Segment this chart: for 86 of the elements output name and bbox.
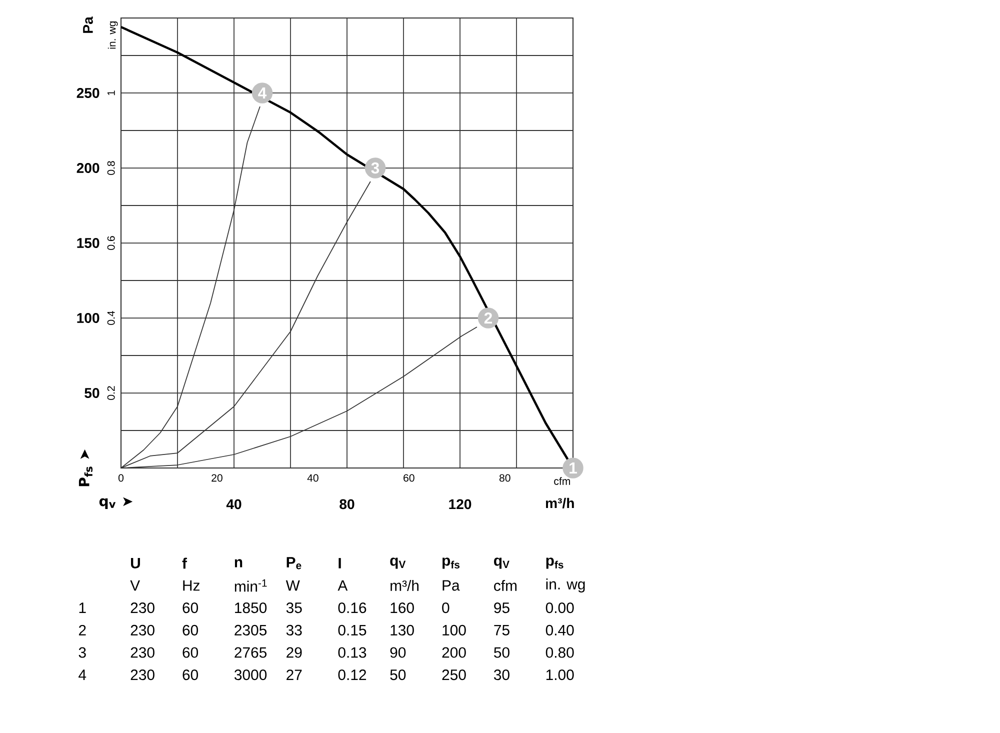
text: in. wg [546,578,585,592]
text: P$_{fs}$ ➤ [78,449,93,486]
text: cfm [494,580,517,591]
text: P$_{e}$ [286,557,302,570]
text: I [338,558,341,568]
text: q$_{v}$ ➤ [99,497,133,509]
annotation: 1 [570,462,577,474]
text: 2305 [234,624,267,636]
text: 1.00 [546,670,574,680]
text: min$^{-1}$ [234,579,267,592]
text: 95 [494,602,510,614]
x-tick-label: 40 [226,499,242,510]
y2-tick-label: 0.6 [107,236,115,250]
x2-tick-label: 20 [212,474,222,482]
y-tick-label: 250 [76,88,100,98]
y-tick-label: 50 [84,388,100,398]
y-tick-label: 150 [77,238,100,248]
x2-tick-label: 0 [118,474,124,482]
text: n [234,559,242,568]
y-axis-title: Pa [83,16,93,33]
x2-tick-label: 60 [404,474,414,482]
y2-axis-title: in. wg [108,22,118,49]
text: 0.80 [546,647,574,658]
text: 250 [442,670,466,680]
text: 0.40 [546,624,574,636]
y-tick-label: 200 [76,163,100,173]
y2-tick-label: 0.2 [107,386,115,400]
text: 130 [390,624,414,636]
text: Pa [442,580,460,591]
text: 0.12 [338,670,366,680]
text: m³/h [390,580,418,591]
text: q$_{V}$ [390,558,406,569]
text: V [130,580,140,591]
text: 0 [442,602,450,614]
text: 160 [390,602,414,614]
text: 35 [286,602,302,614]
text: W [286,580,300,591]
y2-tick-label: 0.8 [107,161,115,175]
y-tick-label: 100 [77,313,100,323]
text: 29 [286,647,302,658]
text: 0.16 [338,602,366,614]
text: 230 [130,670,154,680]
text: 230 [130,647,154,658]
x-tick-label: 120 [449,499,472,510]
annotation: 3 [371,162,380,174]
x2-tick-label: 80 [499,474,510,482]
text: 33 [286,624,302,636]
text: p$_{fs}$ [442,558,460,569]
text: 1 [79,602,86,613]
y2-tick-label: 0.4 [107,310,115,325]
text: 27 [286,670,302,680]
text: 230 [130,602,154,614]
text: 2 [78,624,86,636]
text: U [131,558,140,568]
text: 60 [182,647,198,658]
text: 200 [442,647,466,658]
text: 2765 [234,647,267,658]
text: Hz [183,580,200,591]
text: A [338,580,348,591]
annotation: 2 [484,312,492,324]
text: 100 [442,624,466,636]
text: 60 [182,670,198,680]
text: f [182,558,188,569]
text: 230 [130,624,154,636]
text: 0.15 [338,624,366,636]
text: 30 [494,670,510,680]
text: q$_{V}$ [494,558,510,569]
x-axis-title: m³/h [546,498,574,508]
text: 60 [182,602,198,614]
text: 50 [390,670,406,680]
text: 3000 [234,670,267,680]
text: 4 [78,670,86,680]
text: 0.00 [546,602,574,614]
text: 3 [78,647,86,658]
text: p$_{fs}$ [546,558,564,569]
text: 0.13 [338,647,366,658]
text: 1850 [235,602,267,614]
x2-tick-label: 40 [307,474,318,482]
text: 50 [494,647,510,658]
x2-axis-title: cfm [554,477,570,485]
text: 75 [494,624,510,636]
y2-tick-label: 1 [108,90,115,96]
annotation: 4 [258,88,267,98]
x-tick-label: 80 [340,499,354,510]
text: 60 [182,624,198,636]
text: 90 [390,647,406,658]
